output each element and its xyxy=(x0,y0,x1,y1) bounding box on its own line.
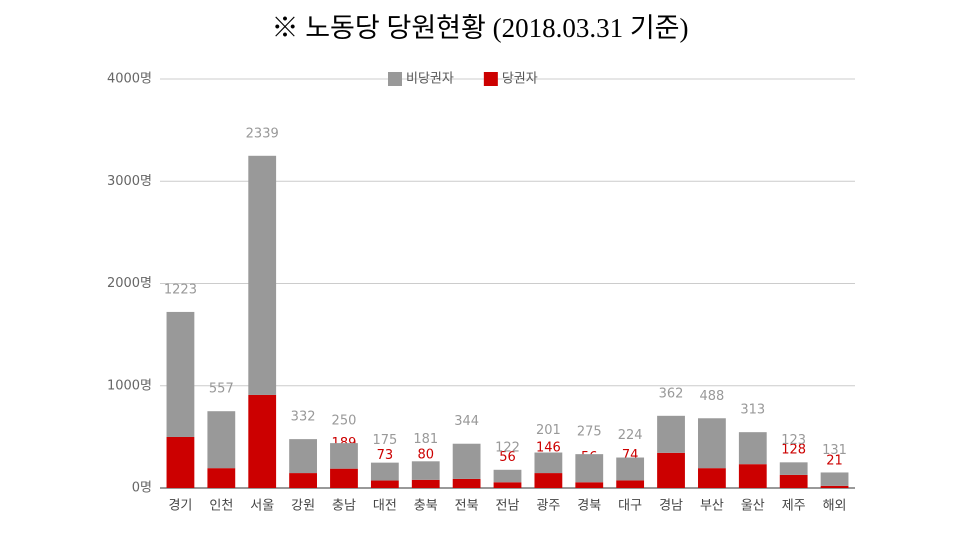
y-tick-label: 2000명 xyxy=(107,276,152,291)
x-tick-label: 해외 xyxy=(823,499,847,514)
bar-segment xyxy=(779,474,808,488)
bar-segment xyxy=(575,482,604,488)
value-label: 275 xyxy=(577,425,602,440)
bar-segment xyxy=(575,454,604,483)
bar-segment xyxy=(166,311,195,437)
bar-segment xyxy=(370,462,399,481)
y-tick-label: 0명 xyxy=(132,481,152,496)
x-tick-label: 충북 xyxy=(414,499,438,514)
bar-segment xyxy=(248,155,277,395)
y-tick-label: 3000명 xyxy=(107,174,152,189)
value-label: 80 xyxy=(417,447,434,462)
bar-segment xyxy=(330,443,358,469)
value-label: 201 xyxy=(536,423,561,438)
value-label: 56 xyxy=(499,450,516,465)
x-tick-label: 경기 xyxy=(168,499,192,514)
value-label: 131 xyxy=(822,443,847,458)
bar-segment xyxy=(657,415,685,453)
bar-segment xyxy=(820,485,849,488)
bar-segment xyxy=(698,468,726,488)
y-tick-label: 4000명 xyxy=(107,72,152,87)
x-tick-label: 부산 xyxy=(700,499,724,514)
value-label: 122 xyxy=(495,440,520,455)
x-tick-label: 울산 xyxy=(741,499,765,514)
bar-segment xyxy=(657,452,685,488)
bar-segment xyxy=(207,468,236,488)
bar-segment xyxy=(411,461,440,480)
value-label: 557 xyxy=(209,382,234,397)
bar-segment xyxy=(534,473,563,488)
bar-segment xyxy=(166,436,195,488)
value-label: 250 xyxy=(332,414,357,429)
value-label: 181 xyxy=(413,432,438,447)
value-label: 332 xyxy=(291,410,316,425)
x-tick-label: 제주 xyxy=(782,499,806,514)
bar-segment xyxy=(370,480,399,488)
x-tick-label: 광주 xyxy=(536,499,560,514)
bar-segment xyxy=(289,473,317,488)
x-tick-label: 강원 xyxy=(291,499,315,514)
y-tick-label: 1000명 xyxy=(107,378,152,393)
bar-segment xyxy=(452,443,481,479)
legend-label: 비당권자 xyxy=(406,72,454,87)
bar-segment xyxy=(207,411,236,469)
legend-swatch xyxy=(388,72,402,86)
x-tick-label: 대구 xyxy=(618,499,642,514)
value-label: 344 xyxy=(454,414,479,429)
x-tick-label: 충남 xyxy=(332,499,356,514)
value-label: 224 xyxy=(618,428,643,443)
x-tick-label: 전북 xyxy=(455,499,479,514)
value-label: 21 xyxy=(826,453,843,468)
bar-segment xyxy=(452,478,481,488)
x-tick-label: 대전 xyxy=(373,499,397,514)
value-label: 128 xyxy=(781,442,806,457)
x-tick-label: 전남 xyxy=(496,499,520,514)
bar-segment xyxy=(820,472,849,486)
value-label: 175 xyxy=(372,433,397,448)
value-label: 1223 xyxy=(164,282,197,297)
x-tick-label: 서울 xyxy=(250,499,274,514)
value-label: 123 xyxy=(781,433,806,448)
bar-segment xyxy=(289,439,317,474)
value-label: 488 xyxy=(699,389,724,404)
value-label: 362 xyxy=(659,386,684,401)
chart-title: ※ 노동당 당원현황 (2018.03.31 기준) xyxy=(271,13,688,43)
bar-segment xyxy=(616,457,645,481)
bar-segment xyxy=(493,469,522,483)
value-label: 73 xyxy=(377,448,394,463)
value-label: 2339 xyxy=(246,126,279,141)
bar-segment xyxy=(534,452,563,474)
bar-segment xyxy=(248,394,277,488)
bar-segment xyxy=(698,418,726,469)
bar-segment xyxy=(779,462,808,475)
legend-label: 당권자 xyxy=(502,72,538,87)
legend-swatch xyxy=(483,72,498,86)
bar-segment xyxy=(738,464,767,488)
bar-segment xyxy=(738,432,767,465)
x-tick-label: 경북 xyxy=(577,499,601,514)
bar-segment xyxy=(616,480,645,488)
value-label: 313 xyxy=(740,403,765,418)
bar-segment xyxy=(330,468,358,488)
x-tick-label: 경남 xyxy=(659,499,683,514)
bar-segment xyxy=(493,482,522,488)
bar-segment xyxy=(411,479,440,488)
x-tick-label: 인천 xyxy=(209,499,233,514)
